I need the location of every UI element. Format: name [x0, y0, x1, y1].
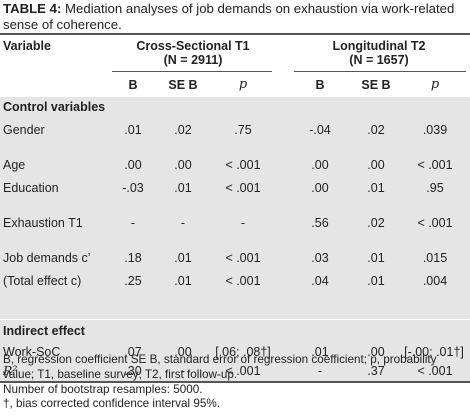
row-label: (Total effect c)	[3, 274, 82, 288]
header-p-1: p	[238, 77, 248, 92]
cell-seb-t2: .01	[367, 181, 385, 195]
row-label: Job demands c’	[3, 251, 91, 265]
table-top-rule	[0, 33, 470, 35]
indirect-effect-section: Indirect effect Work-SoC .07 .00 [.06; .…	[0, 319, 470, 381]
cell-b-t2: .04	[311, 274, 329, 288]
cell-seb-t1: .02	[174, 123, 192, 137]
table-notes: B, regression coefficient SE B, standard…	[3, 353, 469, 412]
cell-p-t1: < .001	[225, 274, 261, 288]
cell-p-t1: < .001	[225, 158, 261, 172]
cell-seb-t2: .02	[367, 216, 385, 230]
cell-p-t2: .039	[422, 123, 448, 137]
cell-b-t1: -.03	[122, 181, 144, 195]
cell-p-t1: .75	[234, 123, 252, 137]
cell-b-t1: .00	[124, 158, 142, 172]
header-group-longitudinal: Longitudinal T2 (N = 1657)	[294, 39, 464, 67]
cell-seb-t1: .01	[174, 251, 192, 265]
cell-p-t2: < .001	[417, 158, 453, 172]
cell-b-t1: .30	[124, 364, 142, 378]
section-separator	[0, 319, 470, 320]
table-body: Control variables Gender .01 .02 .75 -.0…	[0, 97, 470, 319]
row-label-r2: R²	[3, 363, 18, 378]
cell-seb-t1: -	[180, 216, 186, 230]
cell-p-t2: .95	[426, 181, 444, 195]
section-indirect-effect: Indirect effect	[3, 324, 85, 338]
header-b-2: B	[315, 78, 325, 92]
group2-n: (N = 1657)	[349, 53, 409, 67]
note-bootstrap: Number of bootstrap resamples: 5000.	[3, 382, 203, 396]
cell-seb-t1: -	[180, 364, 186, 378]
table-header: Variable Cross-Sectional T1 (N = 2911) L…	[0, 35, 470, 97]
cell-b-t2: -	[317, 364, 323, 378]
cell-seb-t2: .00	[367, 158, 385, 172]
cell-b-t2: .01	[311, 345, 329, 359]
cell-seb-t2: .01	[367, 274, 385, 288]
cell-p-t1: < .001	[225, 251, 261, 265]
caption-text: Mediation analyses of job demands on exh…	[3, 1, 455, 32]
table-caption: TABLE 4: Mediation analyses of job deman…	[3, 1, 467, 33]
caption-label: TABLE 4:	[3, 1, 62, 16]
cell-p-t1: -	[240, 216, 246, 230]
header-group-cross-sectional: Cross-Sectional T1 (N = 2911)	[112, 39, 274, 67]
cell-b-t2: .00	[311, 158, 329, 172]
cell-p-t2: < .001	[417, 364, 453, 378]
group1-underline	[112, 71, 272, 72]
cell-seb-t2: .01	[367, 251, 385, 265]
row-label: Education	[3, 181, 59, 195]
mediation-table: Variable Cross-Sectional T1 (N = 2911) L…	[0, 33, 470, 383]
group2-title: Longitudinal T2	[332, 39, 426, 53]
cell-b-t1: .18	[124, 251, 142, 265]
header-p-2: p	[430, 77, 440, 92]
cell-seb-t1: .01	[174, 274, 192, 288]
cell-ci-t1: [.06; .08†]	[215, 345, 271, 359]
note-dagger: †, bias corrected confidence interval 95…	[3, 397, 220, 411]
cell-p-t1: < .001	[225, 364, 261, 378]
cell-b-t1: .01	[124, 123, 142, 137]
cell-p-t2: .015	[422, 251, 448, 265]
cell-b-t1: -	[130, 216, 136, 230]
cell-b-t1: .07	[124, 345, 142, 359]
cell-p-t1: < .001	[225, 181, 261, 195]
header-b-1: B	[128, 78, 138, 92]
section-control-variables: Control variables	[3, 100, 106, 114]
cell-seb-t1: .00	[174, 158, 192, 172]
cell-seb-t1: .00	[174, 345, 192, 359]
group2-underline	[294, 71, 466, 72]
group1-n: (N = 2911)	[163, 53, 223, 67]
cell-seb-t2: .00	[367, 345, 385, 359]
cell-b-t2: .00	[311, 181, 329, 195]
header-seb-2: SE B	[361, 78, 391, 92]
cell-seb-t2: .02	[367, 123, 385, 137]
cell-seb-t1: .01	[174, 181, 192, 195]
cell-seb-t2: .37	[367, 364, 385, 378]
cell-b-t1: .25	[124, 274, 142, 288]
cell-b-t2: -.04	[309, 123, 331, 137]
cell-ci-t2: [-.00; .01†]	[404, 345, 464, 359]
row-label: Work-SoC	[3, 345, 61, 359]
row-label: Age	[3, 158, 26, 172]
cell-b-t2: .03	[311, 251, 329, 265]
table-bottom-rule	[0, 381, 470, 383]
cell-b-t2: .56	[311, 216, 329, 230]
row-label: Gender	[3, 123, 45, 137]
group1-title: Cross-Sectional T1	[136, 39, 250, 53]
note-abbreviations: B, regression coefficient SE B, standard…	[3, 353, 437, 381]
row-label: Exhaustion T1	[3, 216, 83, 230]
header-variable: Variable	[3, 39, 51, 53]
cell-p-t2: < .001	[417, 216, 453, 230]
cell-p-t2: .004	[422, 274, 448, 288]
header-seb-1: SE B	[168, 78, 198, 92]
